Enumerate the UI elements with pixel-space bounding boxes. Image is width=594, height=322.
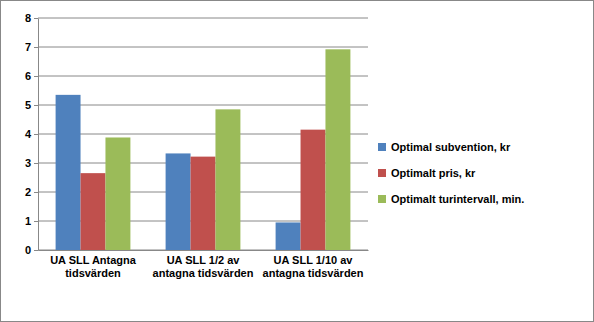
tick-label: UA SLL 1/10 avantagna tidsvärden xyxy=(263,254,364,279)
x-axis: UA SLL Antagnatidsvärden UA SLL 1/2 avant… xyxy=(39,250,369,279)
chart-frame xyxy=(1,1,594,322)
legend-swatch xyxy=(378,169,386,177)
bar xyxy=(191,157,216,250)
chart: 012345678UA SLL AntagnatidsvärdenUA SLL … xyxy=(0,0,594,322)
tick-mark xyxy=(34,250,38,251)
bar xyxy=(81,173,106,250)
tick-label: 8 xyxy=(25,12,31,24)
tick: UA SLL 1/10 avantagna tidsvärden xyxy=(263,250,364,279)
tick: UA SLL 1/2 avantagna tidsvärden xyxy=(153,250,254,279)
bar xyxy=(105,137,130,250)
tick: 5 xyxy=(25,99,38,111)
legend-item: Optimalt turintervall, min. xyxy=(378,193,524,205)
tick-mark xyxy=(34,192,38,193)
bars xyxy=(56,49,351,250)
tick-mark xyxy=(34,18,38,19)
tick-label: 5 xyxy=(25,99,31,111)
tick: 7 xyxy=(25,41,38,53)
bar xyxy=(301,130,326,250)
tick-label: UA SLL Antagnatidsvärden xyxy=(50,254,137,279)
legend-label: Optimal subvention, kr xyxy=(391,141,511,153)
tick-label: 3 xyxy=(25,157,31,169)
axis-line xyxy=(38,19,39,251)
bar xyxy=(325,49,350,250)
plot: 012345678UA SLL AntagnatidsvärdenUA SLL … xyxy=(25,12,369,279)
bar xyxy=(56,95,81,250)
tick: 0 xyxy=(25,244,38,256)
tick-label: 6 xyxy=(25,70,31,82)
tick-mark xyxy=(34,47,38,48)
legend-swatch xyxy=(378,195,386,203)
tick: 6 xyxy=(25,70,38,82)
tick-mark xyxy=(34,134,38,135)
tick: 3 xyxy=(25,157,38,169)
tick: UA SLL Antagnatidsvärden xyxy=(50,250,137,279)
grid-line xyxy=(38,105,368,106)
tick: 1 xyxy=(25,215,38,227)
legend-label: Optimalt turintervall, min. xyxy=(391,193,524,205)
legend-item: Optimalt pris, kr xyxy=(378,167,476,179)
legend-item: Optimal subvention, kr xyxy=(378,141,511,153)
grid-line xyxy=(38,47,368,48)
tick-mark xyxy=(34,221,38,222)
grid-line xyxy=(38,18,368,19)
legend-swatch xyxy=(378,143,386,151)
tick: 8 xyxy=(25,12,38,24)
tick: 2 xyxy=(25,186,38,198)
tick-label: 0 xyxy=(25,244,31,256)
bar xyxy=(166,153,191,250)
tick-label: 2 xyxy=(25,186,31,198)
bar xyxy=(276,222,301,250)
tick-mark xyxy=(34,163,38,164)
legend-label: Optimalt pris, kr xyxy=(391,167,476,179)
tick: 4 xyxy=(25,128,38,140)
bar xyxy=(215,109,240,250)
tick-label: 4 xyxy=(25,128,32,140)
tick-mark xyxy=(34,76,38,77)
tick-label: 1 xyxy=(25,215,31,227)
grid-line xyxy=(38,76,368,77)
grid xyxy=(38,18,368,250)
axis-line xyxy=(39,250,369,251)
tick-label: UA SLL 1/2 avantagna tidsvärden xyxy=(153,254,254,279)
tick-mark xyxy=(34,105,38,106)
legend: Optimal subvention, kr Optimalt pris, kr O… xyxy=(378,141,524,205)
y-axis: 0 1 2 3 4 5 6 7 8 xyxy=(25,12,39,256)
tick-label: 7 xyxy=(25,41,31,53)
